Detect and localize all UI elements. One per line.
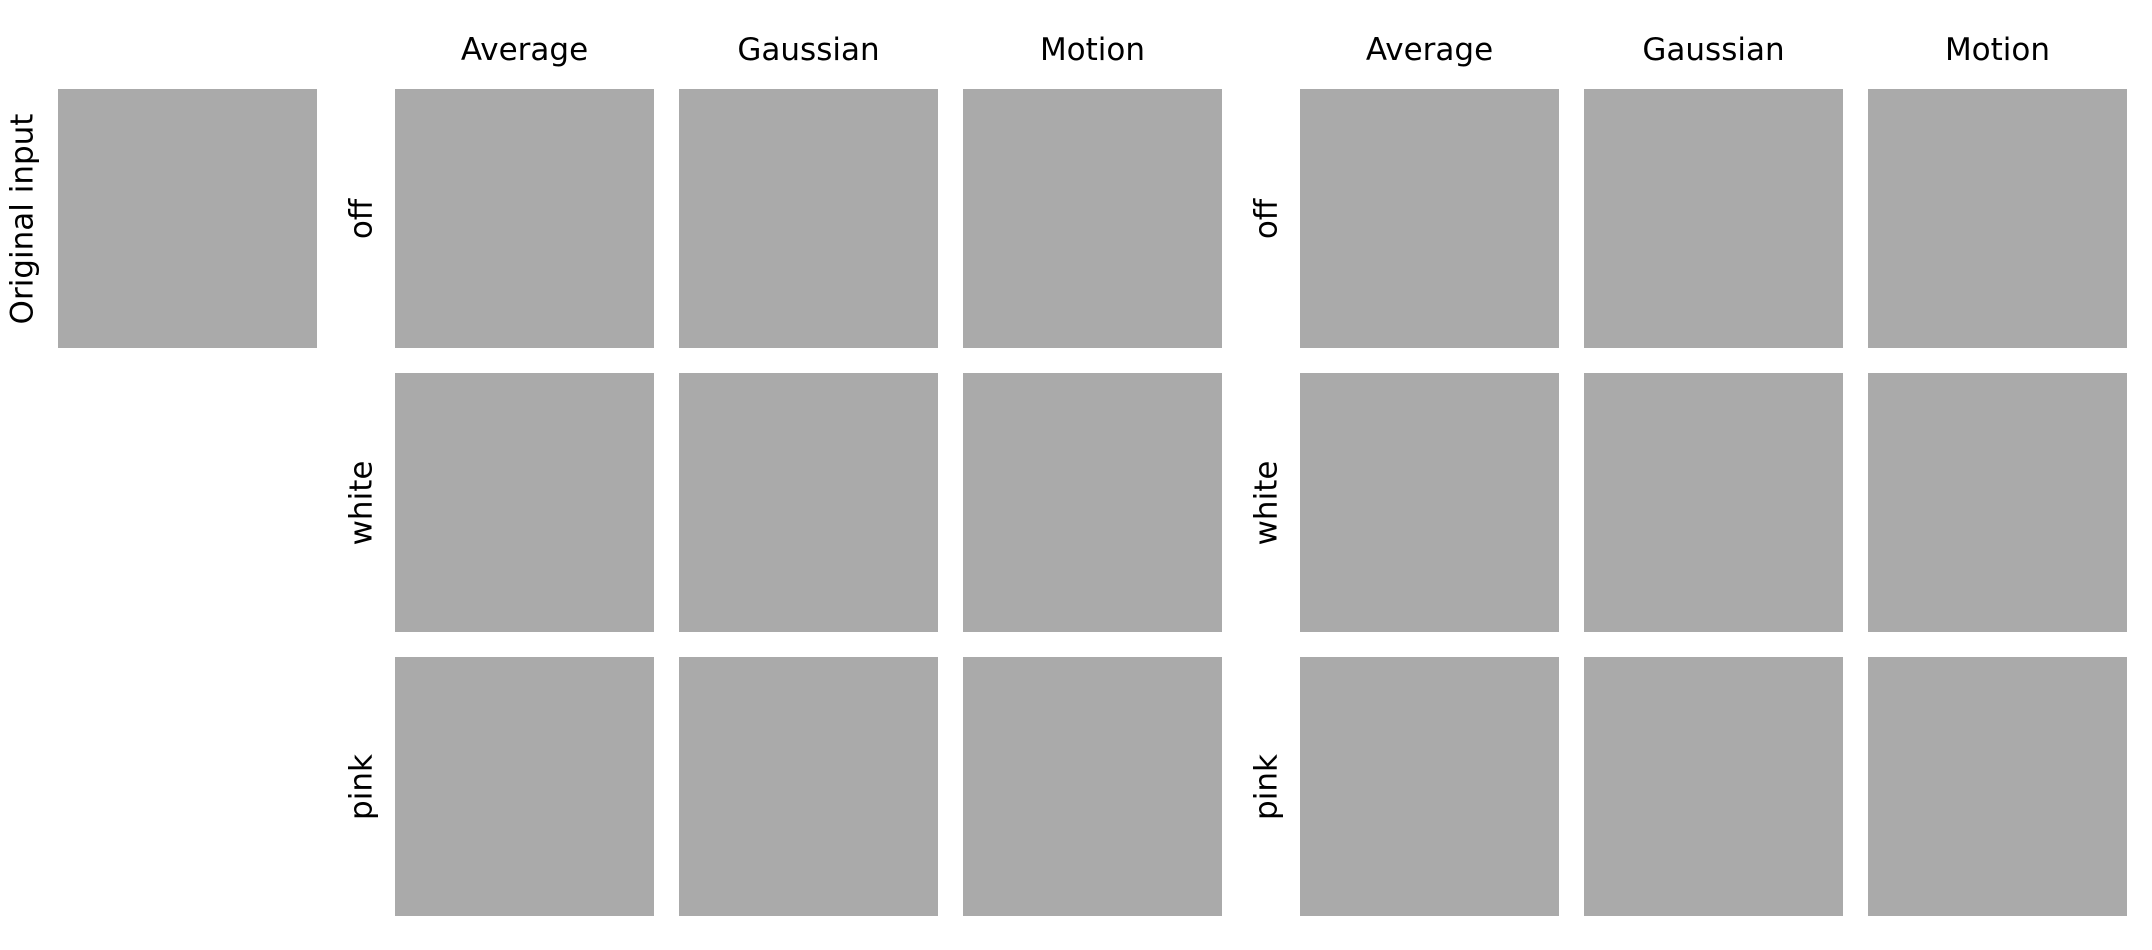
group1-col-motion-label: Motion: [1039, 32, 1146, 68]
group1-panel-white-gaussian: [679, 373, 938, 632]
group2-row-white-label: white: [1248, 460, 1285, 546]
group1-panel-off-average: [395, 89, 654, 348]
group1-panel-off-motion: [963, 89, 1222, 348]
group2-panel-pink-motion: [1868, 657, 2127, 916]
group2-row-pink-label: pink: [1248, 754, 1285, 820]
group1-panel-white-motion: [963, 373, 1222, 632]
group2-panel-white-motion: [1868, 373, 2127, 632]
group1-row-pink-label: pink: [343, 754, 380, 820]
group1-panel-off-gaussian: [679, 89, 938, 348]
original-input-label: Original input: [4, 113, 41, 325]
group2-col-motion-label: Motion: [1944, 32, 2051, 68]
group2-panel-off-gaussian: [1584, 89, 1843, 348]
group1-col-gaussian-label: Gaussian: [737, 32, 880, 68]
group2-panel-white-gaussian: [1584, 373, 1843, 632]
group1-col-average-label: Average: [460, 32, 589, 68]
group1-panel-pink-motion: [963, 657, 1222, 916]
group2-panel-off-average: [1300, 89, 1559, 348]
group1-row-off-label: off: [343, 198, 380, 240]
group2-panel-off-motion: [1868, 89, 2127, 348]
original-input-image: [58, 89, 317, 348]
group2-panel-white-average: [1300, 373, 1559, 632]
group1-panel-pink-gaussian: [679, 657, 938, 916]
group1-panel-white-average: [395, 373, 654, 632]
group2-col-gaussian-label: Gaussian: [1642, 32, 1785, 68]
group1-panel-pink-average: [395, 657, 654, 916]
group2-panel-pink-gaussian: [1584, 657, 1843, 916]
group2-col-average-label: Average: [1365, 32, 1494, 68]
group1-row-white-label: white: [343, 460, 380, 546]
group2-panel-pink-average: [1300, 657, 1559, 916]
group2-row-off-label: off: [1248, 198, 1285, 240]
